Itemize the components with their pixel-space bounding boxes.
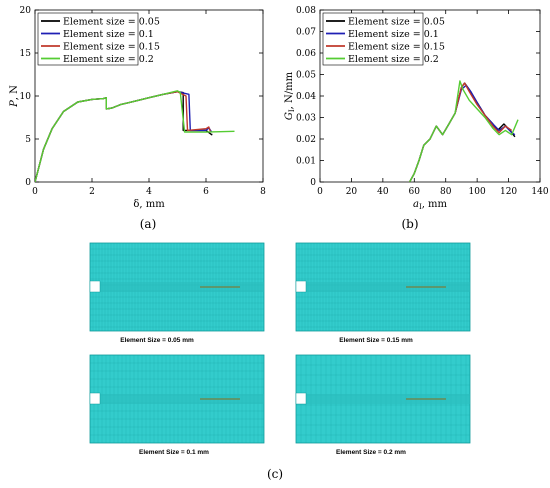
chart-b-y-tick-label: 0: [310, 178, 316, 188]
mesh-caption: Element Size = 0.2 mm: [336, 449, 406, 456]
chart-a-y-tick-label: 15: [20, 49, 32, 59]
chart-a-y-axis-label: P, N: [9, 85, 20, 108]
chart-b-y-tick-label: 0.06: [296, 49, 316, 59]
mesh-notch: [295, 280, 307, 293]
mesh-refined-band: [296, 394, 470, 404]
chart-b-x-axis-label: aI, mm: [413, 199, 448, 211]
chart-a-x-tick-label: 8: [260, 187, 266, 197]
chart-a-x-tick-label: 2: [89, 187, 95, 197]
chart-a-legend-label: Element size = 0.05: [63, 17, 160, 28]
chart-b: 0 20 40 60 80 100 120 140 0 0.01 0.02 0.03 0.04 0.05 0…: [284, 6, 549, 231]
mesh-plot-4: Element Size = 0.2 mm: [295, 354, 471, 456]
mesh-caption: Element Size = 0.1 mm: [139, 449, 209, 456]
chart-a-plot-area: 0 2 4 6 8 0 5 10 15 20 δ, mm P, N Element size = 0.0…: [9, 6, 266, 210]
chart-b-x-tick-label: 40: [377, 187, 389, 197]
chart-b-y-tick-label: 0.02: [296, 135, 316, 145]
chart-b-legend-label: Element size = 0.05: [348, 17, 445, 28]
chart-a-legend-label: Element size = 0.15: [63, 42, 160, 53]
mesh-notch: [295, 392, 307, 405]
chart-a-y-tick-label: 0: [25, 178, 31, 188]
chart-b-x-tick-label: 80: [440, 187, 452, 197]
mesh-refined-band: [296, 282, 470, 292]
chart-b-y-tick-label: 0.03: [296, 114, 316, 124]
chart-b-x-tick-label: 20: [346, 187, 358, 197]
chart-b-x-tick-label: 100: [469, 187, 486, 197]
chart-a-panel-label: (a): [140, 217, 157, 231]
mesh-notch: [89, 392, 101, 405]
mesh-panel-label: (c): [267, 467, 283, 481]
chart-a-x-tick-label: 6: [203, 187, 209, 197]
chart-a-x-axis-label: δ, mm: [133, 199, 165, 210]
chart-b-series-line-4: [408, 80, 519, 182]
chart-b-y-tick-label: 0.04: [296, 92, 316, 102]
mesh-caption: Element Size = 0.05 mm: [120, 337, 194, 344]
chart-b-x-tick-label: 140: [531, 187, 548, 197]
chart-a: 0 2 4 6 8 0 5 10 15 20 δ, mm P, N Element size = 0.0…: [9, 6, 266, 231]
chart-b-legend-label: Element size = 0.1: [348, 29, 439, 40]
chart-b-y-tick-label: 0.07: [296, 28, 316, 38]
chart-a-legend-label: Element size = 0.1: [63, 29, 154, 40]
mesh-notch: [89, 280, 101, 293]
mesh-panel: Element Size = 0.05 mm Element Size = 0.1…: [89, 242, 471, 456]
chart-a-legend-label: Element size = 0.2: [63, 54, 154, 65]
chart-b-panel-label: (b): [401, 217, 418, 231]
chart-b-y-tick-label: 0.05: [296, 71, 316, 81]
chart-b-x-tick-label: 0: [317, 187, 323, 197]
chart-a-x-tick-label: 4: [146, 187, 152, 197]
mesh-refined-band: [90, 282, 264, 292]
mesh-caption: Element Size = 0.15 mm: [339, 337, 413, 344]
chart-b-legend-label: Element size = 0.15: [348, 42, 445, 53]
chart-b-y-axis-label: GI, N/mm: [284, 71, 296, 120]
chart-a-x-tick-label: 0: [32, 187, 38, 197]
mesh-plot-2: Element Size = 0.15 mm: [295, 242, 471, 344]
chart-b-x-tick-label: 120: [500, 187, 517, 197]
chart-b-y-tick-label: 0.01: [296, 157, 316, 167]
mesh-plot-1: Element Size = 0.05 mm: [89, 242, 265, 344]
chart-b-x-tick-label: 60: [409, 187, 421, 197]
chart-a-y-tick-label: 20: [20, 6, 32, 16]
chart-a-series-line-4: [35, 90, 235, 182]
chart-b-y-tick-label: 0.08: [296, 6, 316, 16]
mesh-plot-3: Element Size = 0.1 mm: [89, 354, 265, 456]
chart-a-y-tick-label: 10: [20, 92, 32, 102]
chart-b-legend-label: Element size = 0.2: [348, 54, 439, 65]
chart-a-y-tick-label: 5: [25, 135, 31, 145]
chart-b-plot-area: 0 20 40 60 80 100 120 140 0 0.01 0.02 0.03 0.04 0.05 0…: [284, 6, 549, 211]
mesh-refined-band: [90, 394, 264, 404]
